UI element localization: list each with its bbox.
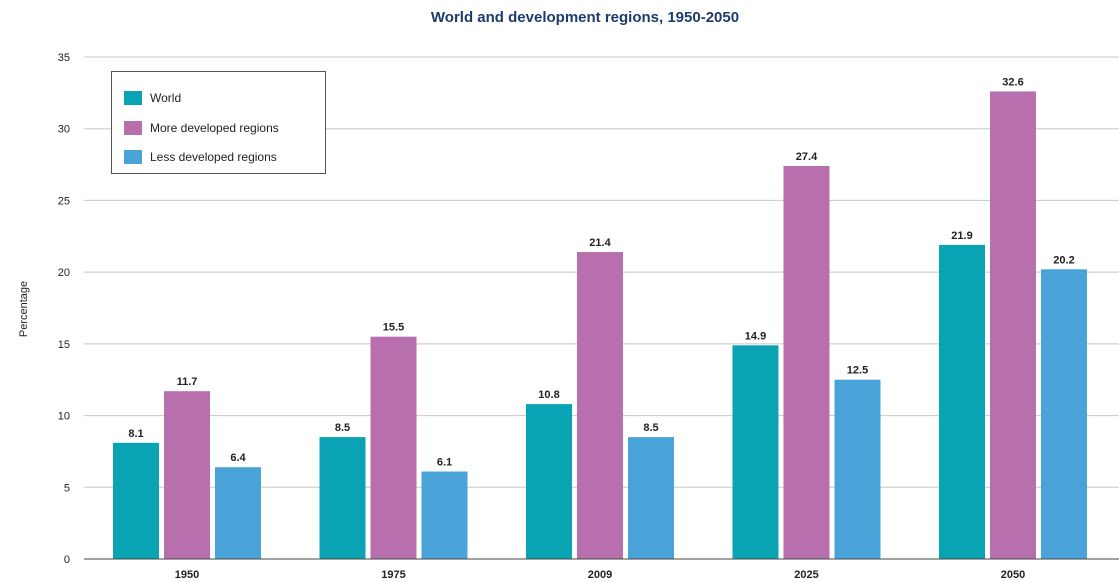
data-labels: 8.1 11.7 6.4 8.5 15.5 6.1 10.8 21.4 8.5 14.9 27.4 1… — [128, 76, 1074, 468]
y-tick-label: 0 — [64, 554, 70, 566]
legend-item-less-developed: Less developed regions — [124, 149, 277, 165]
y-tick-label: 15 — [58, 339, 70, 351]
data-label: 21.4 — [589, 237, 611, 249]
y-tick-label: 25 — [58, 195, 70, 207]
bar — [526, 404, 572, 559]
y-tick-label: 5 — [64, 482, 70, 494]
legend-swatch-more-developed — [124, 121, 142, 135]
legend-label-less-developed: Less developed regions — [150, 150, 277, 164]
bar — [628, 437, 674, 559]
data-label: 8.5 — [335, 422, 350, 434]
legend-label-world: World — [150, 91, 182, 105]
bar — [370, 336, 417, 559]
bar — [834, 379, 881, 559]
bar — [421, 471, 468, 559]
data-label: 14.9 — [745, 330, 766, 342]
data-label: 6.1 — [437, 457, 452, 469]
x-tick-label: 1975 — [381, 569, 405, 581]
x-tick-label: 2050 — [1001, 569, 1025, 581]
chart-title: World and development regions, 1950-2050 — [430, 9, 740, 26]
data-label: 6.4 — [230, 452, 246, 464]
x-axis-ticks: 1950 1975 2009 2025 2050 — [175, 569, 1025, 581]
legend: World More developed regions Less develo… — [111, 71, 326, 174]
y-tick-label: 30 — [58, 124, 70, 136]
x-tick-label: 1950 — [175, 569, 199, 581]
bar — [939, 244, 985, 560]
data-label: 21.9 — [951, 230, 972, 242]
bar — [783, 166, 830, 559]
y-tick-label: 35 — [58, 52, 70, 64]
y-tick-label: 10 — [58, 411, 70, 423]
bar — [732, 345, 779, 559]
y-tick-label: 20 — [58, 267, 70, 279]
bar — [319, 437, 366, 559]
data-label: 11.7 — [177, 376, 198, 388]
bar — [1041, 269, 1087, 559]
bars — [113, 91, 1087, 560]
data-label: 8.1 — [128, 428, 143, 440]
y-axis-ticks: 0 5 10 15 20 25 30 35 — [58, 52, 70, 566]
legend-item-world: World — [124, 90, 181, 106]
bar — [215, 467, 261, 559]
data-label: 15.5 — [383, 322, 404, 334]
data-label: 10.8 — [538, 389, 559, 401]
x-tick-label: 2009 — [588, 569, 612, 581]
legend-item-more-developed: More developed regions — [124, 120, 279, 136]
data-label: 27.4 — [796, 151, 818, 163]
data-label: 20.2 — [1053, 254, 1074, 266]
bar — [113, 442, 159, 559]
legend-swatch-less-developed — [124, 150, 142, 164]
bar — [164, 391, 210, 559]
data-label: 8.5 — [643, 422, 658, 434]
legend-label-more-developed: More developed regions — [150, 121, 279, 135]
data-label: 12.5 — [847, 365, 868, 377]
legend-swatch-world — [124, 91, 142, 105]
bar — [990, 91, 1036, 560]
x-tick-label: 2025 — [794, 569, 818, 581]
data-label: 32.6 — [1002, 76, 1023, 88]
bar — [577, 252, 623, 559]
